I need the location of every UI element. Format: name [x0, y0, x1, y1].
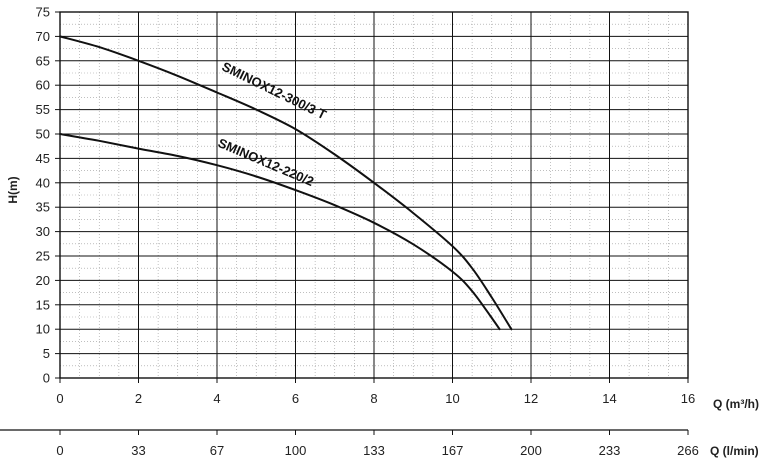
x-tick-label: 2 [135, 391, 142, 406]
x-tick-label: 4 [213, 391, 220, 406]
y-tick-label: 15 [36, 297, 50, 312]
y-tick-label: 50 [36, 127, 50, 142]
secondary-tick-label: 33 [131, 443, 145, 458]
y-tick-label: 60 [36, 78, 50, 93]
x-tick-label: 10 [445, 391, 459, 406]
y-tick-label: 70 [36, 29, 50, 44]
y-tick-label: 30 [36, 224, 50, 239]
secondary-tick-label: 0 [56, 443, 63, 458]
secondary-tick-label: 133 [363, 443, 385, 458]
y-tick-label: 25 [36, 249, 50, 264]
y-tick-label: 55 [36, 102, 50, 117]
y-tick-label: 0 [43, 371, 50, 386]
major-gridlines [59, 11, 689, 379]
series-line-1 [59, 35, 513, 331]
y-tick-label: 40 [36, 175, 50, 190]
minor-gridlines [60, 12, 688, 378]
y-axis-ticks: 0 5 10 15 20 25 30 35 40 45 50 55 60 65 70 75 [36, 5, 60, 386]
x-tick-label: 0 [56, 391, 63, 406]
x-tick-label: 14 [602, 391, 616, 406]
y-tick-label: 10 [36, 322, 50, 337]
secondary-tick-label: 167 [442, 443, 464, 458]
y-tick-label: 35 [36, 200, 50, 215]
x-tick-label: 12 [524, 391, 538, 406]
y-tick-label: 45 [36, 151, 50, 166]
y-tick-label: 65 [36, 53, 50, 68]
y-tick-label: 20 [36, 273, 50, 288]
x-tick-label: 8 [370, 391, 377, 406]
secondary-tick-label: 233 [599, 443, 621, 458]
y-tick-label: 75 [36, 5, 50, 20]
series-line-2 [59, 133, 501, 331]
secondary-x-axis-label: Q (l/min) [710, 444, 759, 458]
x-tick-label: 6 [292, 391, 299, 406]
y-tick-label: 5 [43, 346, 50, 361]
x-axis-ticks: 0 2 4 6 8 10 12 14 16 [56, 378, 695, 406]
secondary-x-axis: 0 33 67 100 133 167 200 233 266 [0, 429, 699, 458]
secondary-tick-label: 200 [520, 443, 542, 458]
series-layer [59, 35, 513, 331]
x-axis-label: Q (m³/h) [713, 397, 759, 411]
x-tick-label: 16 [681, 391, 695, 406]
y-axis-label: H(m) [6, 176, 20, 203]
secondary-tick-label: 100 [285, 443, 307, 458]
secondary-tick-label: 67 [210, 443, 224, 458]
secondary-tick-label: 266 [677, 443, 699, 458]
